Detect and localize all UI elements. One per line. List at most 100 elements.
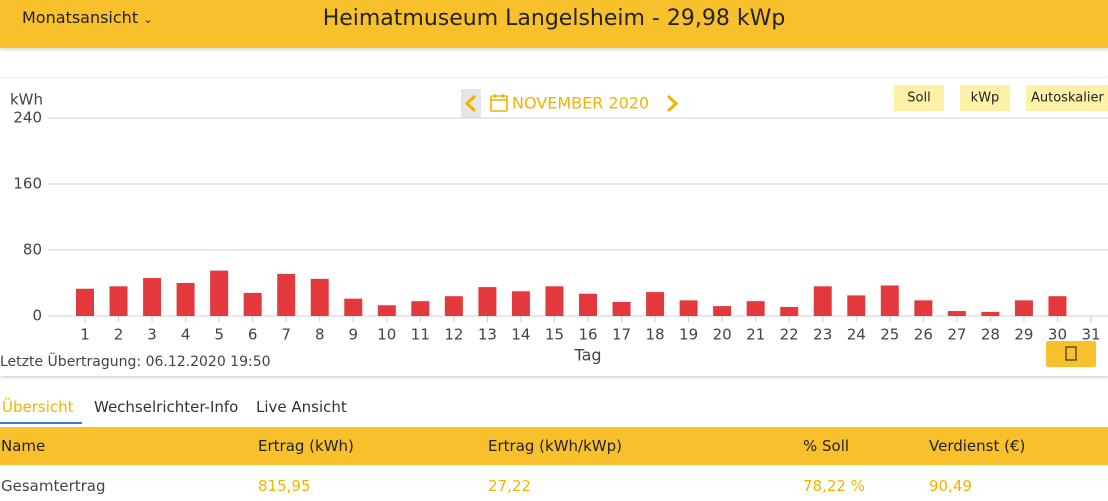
x-tick-label: 5 [214,326,224,344]
bar [478,287,497,316]
x-tick-label: 20 [713,326,732,344]
header-cell: Ertrag (kWh/kWp) [488,437,622,455]
header-cell: % Soll [803,437,850,455]
y-tick-label: 0 [32,307,42,325]
header-cell: Name [1,437,46,455]
header: Monatsansicht ⌄ Heimatmuseum Langelsheim… [0,0,1108,48]
bar [1048,296,1067,316]
x-axis-label: Tag [573,346,601,365]
kwp-button[interactable] [960,85,1010,111]
y-tick-label: 80 [23,241,42,259]
table-cell: 27,22 [488,477,531,495]
bar [713,306,732,316]
bar [780,306,799,316]
menu-label: Monatsansicht [22,8,139,27]
x-tick-label: 3 [147,326,157,344]
bar [679,300,698,316]
x-tick-label: 30 [1048,326,1067,344]
x-tick-label: 25 [880,326,899,344]
x-tick-label: 29 [1014,326,1033,344]
bar [444,296,463,316]
tab-underline [0,422,82,424]
bar [579,293,597,316]
y-tick-label: 160 [13,175,42,193]
bar [344,298,363,316]
bar [545,286,564,316]
x-tick-label: 9 [348,326,358,344]
bar [847,295,866,316]
button-label: kWp [971,91,1000,106]
bar [210,270,229,316]
x-tick-label: 12 [444,326,463,344]
bar [411,301,430,316]
bar [109,286,128,316]
bar [880,285,899,316]
x-tick-label: 18 [646,326,665,344]
table-cell: 90,49 [929,477,972,495]
bar [511,291,530,316]
bar [143,278,162,316]
x-tick-label: 13 [478,326,497,344]
tab[interactable]: Live Ansicht [256,398,347,416]
button-label: Autoskalier [1031,91,1104,106]
bar [646,292,665,316]
x-tick-label: 10 [377,326,396,344]
bar [243,292,262,316]
y-axis-label: kWh [10,91,43,109]
bar [277,273,296,316]
export-icon [1065,346,1077,361]
prev-button[interactable] [461,89,481,118]
tab[interactable]: Übersicht [2,398,74,416]
x-tick-label: 23 [813,326,832,344]
bar [76,288,94,316]
table-header: Name Ertrag (kWh) Ertrag (kWh/kWp) % Sol… [0,427,1108,465]
x-tick-label: 2 [114,326,124,344]
x-tick-label: 19 [679,326,698,344]
soll-button[interactable] [894,85,944,111]
bar [981,311,1000,316]
calendar-icon [490,94,508,112]
view-menu[interactable]: Monatsansicht ⌄ [22,8,153,27]
x-tick-label: 1 [80,326,90,344]
x-tick-label: 4 [181,326,191,344]
table-cell: 815,95 [258,477,311,495]
chart-card [0,78,1108,376]
x-tick-label: 28 [981,326,1000,344]
bar [813,286,832,316]
status-text: Letzte Übertragung: 06.12.2020 19:50 [0,352,271,370]
page-title: Heimatmuseum Langelsheim - 29,98 kWp [322,6,786,31]
bar [746,301,765,316]
x-tick-label: 17 [612,326,631,344]
bar [310,278,329,316]
bar [377,305,396,316]
table-cell: Gesamtertrag [1,477,106,495]
bar [176,283,195,316]
button-label: Soll [907,91,930,106]
x-tick-label: 11 [411,326,430,344]
y-tick-label: 240 [13,109,42,127]
x-tick-label: 14 [511,326,530,344]
header-cell: Ertrag (kWh) [258,437,354,455]
autoscale-button[interactable] [1026,85,1108,111]
bar [1014,300,1033,316]
x-tick-label: 16 [578,326,597,344]
tab[interactable]: Wechselrichter-Info [94,398,239,416]
next-button[interactable] [666,94,679,113]
table-row: Gesamtertrag 815,95 27,22 78,22 % 90,49 [0,475,1108,499]
x-tick-label: 24 [847,326,866,344]
x-tick-label: 22 [780,326,799,344]
x-tick-label: 7 [281,326,291,344]
x-tick-label: 6 [248,326,258,344]
x-tick-label: 26 [914,326,933,344]
x-tick-label: 27 [947,326,966,344]
prev-arrow [464,94,477,113]
x-tick-label: 31 [1081,326,1100,344]
bar [612,301,631,316]
x-tick-label: 21 [746,326,765,344]
bar [914,300,933,316]
tabs: Übersicht Wechselrichter-Info Live Ansic… [0,396,1108,426]
export-button[interactable] [1046,341,1096,367]
table-cell: 78,22 % [803,477,865,495]
